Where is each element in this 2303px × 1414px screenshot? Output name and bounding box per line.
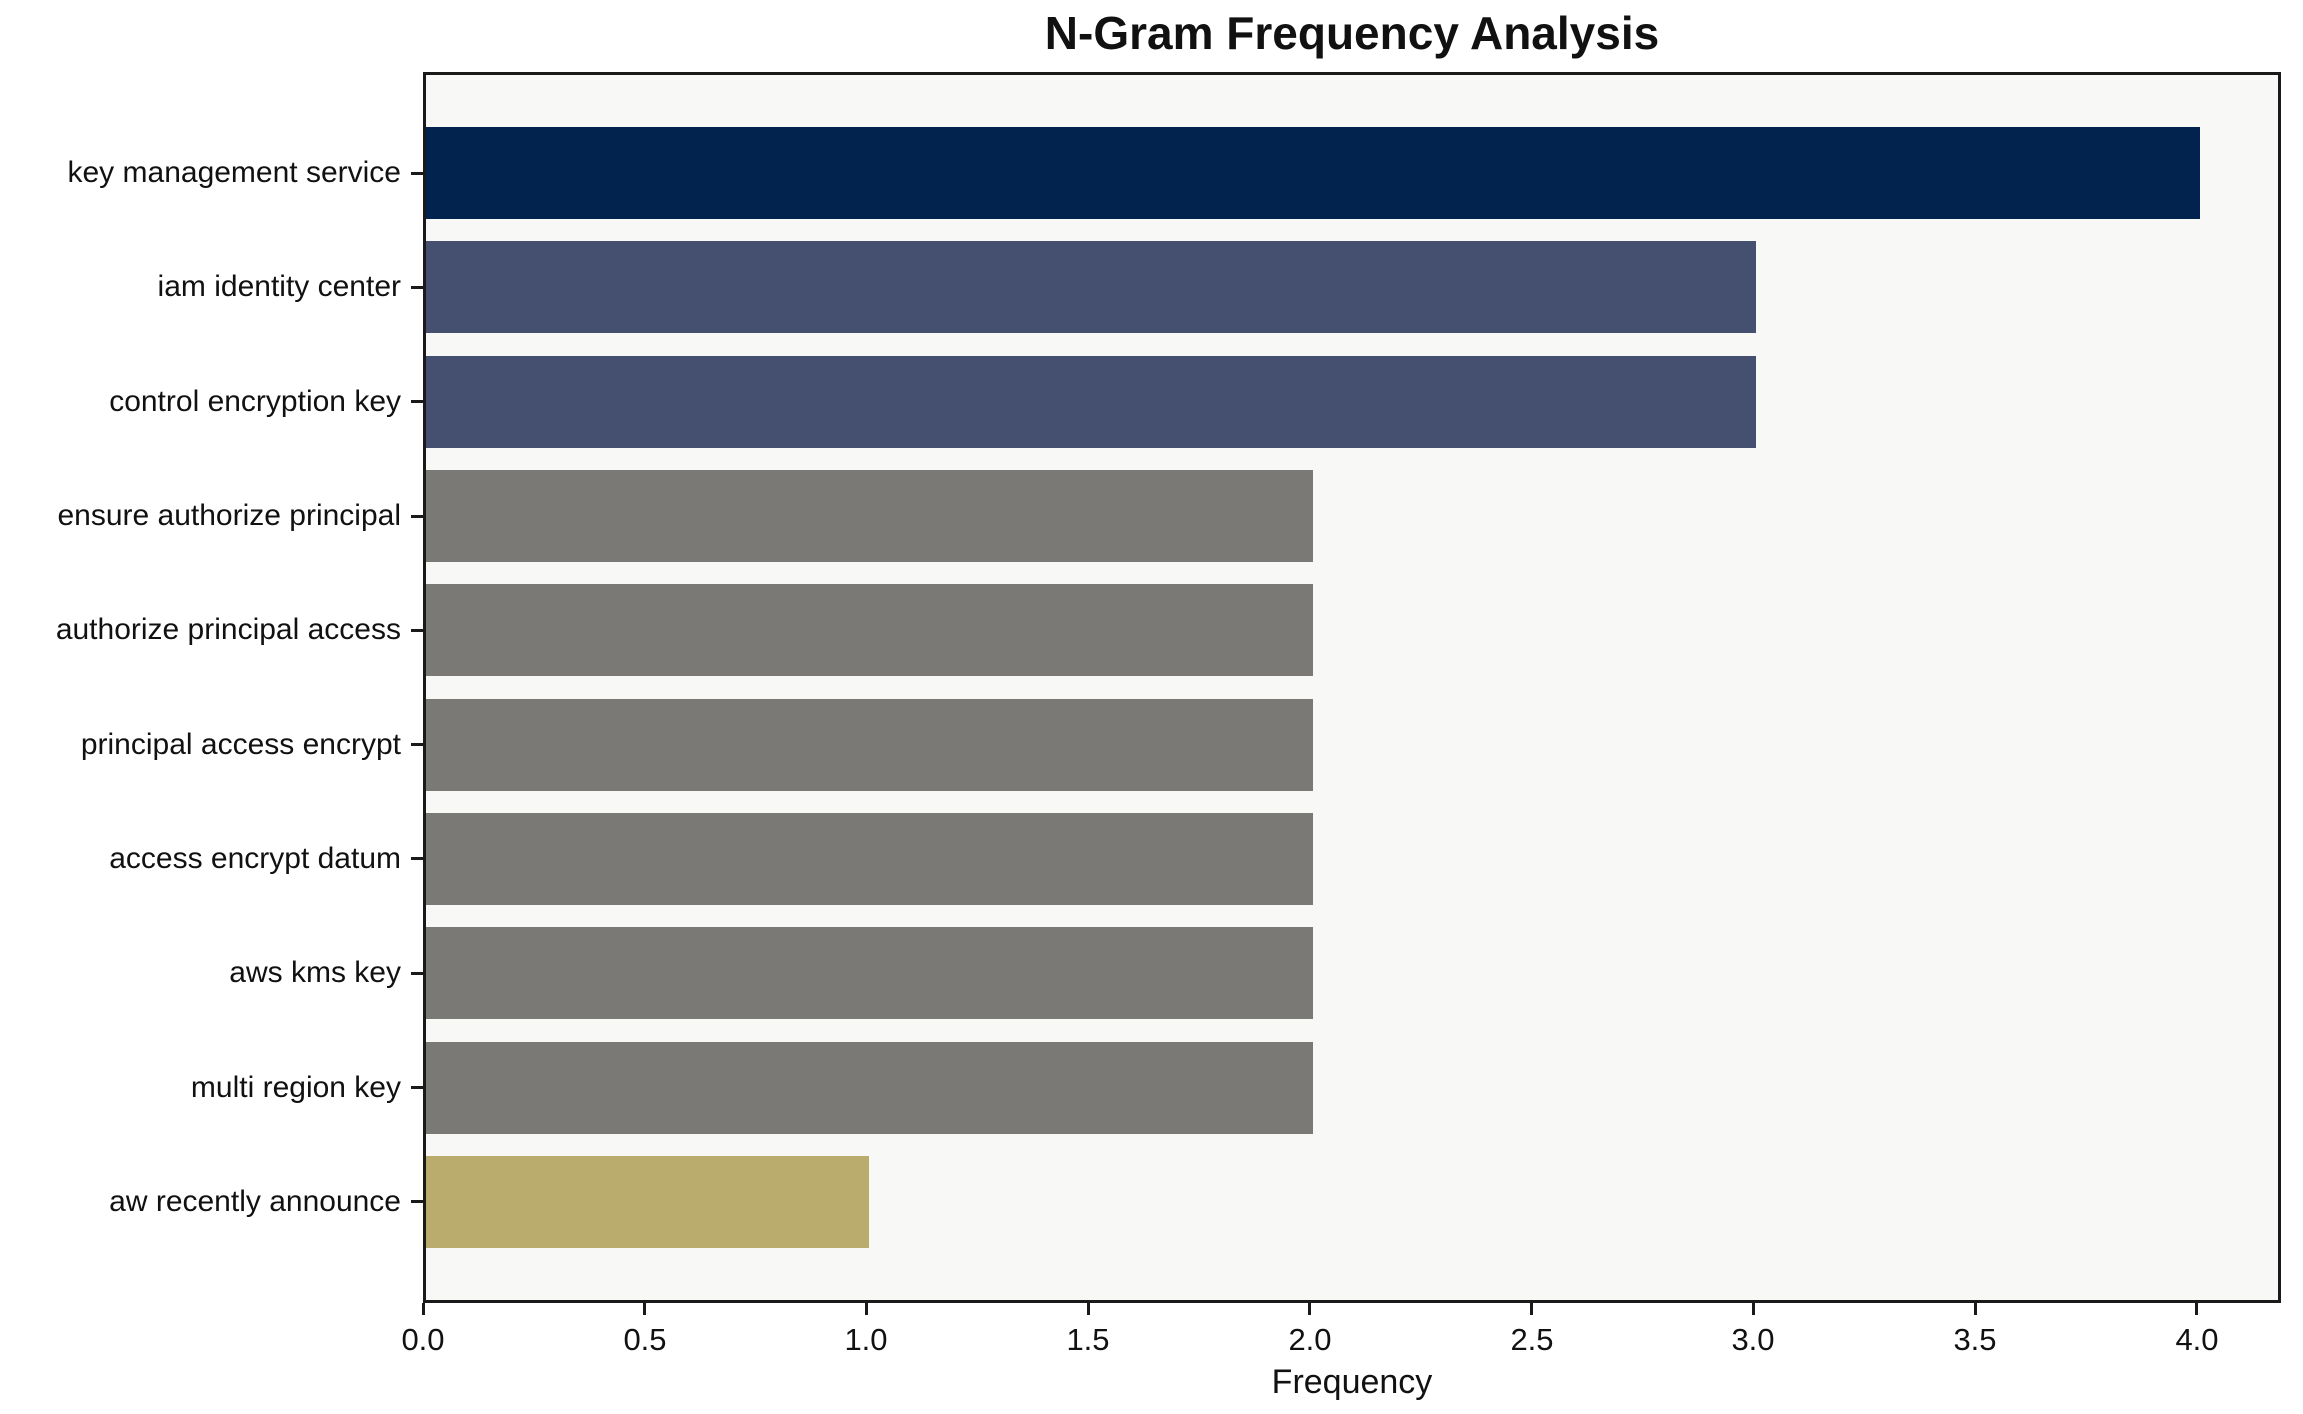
bar — [426, 241, 1756, 334]
x-tick-mark — [865, 1303, 868, 1315]
x-tick-mark — [643, 1303, 646, 1315]
bar — [426, 355, 1756, 448]
y-tick-mark — [411, 743, 423, 746]
x-axis-label: Frequency — [1271, 1363, 1433, 1401]
y-tick-mark — [411, 1086, 423, 1089]
x-tick-label: 1.5 — [1066, 1322, 1110, 1357]
x-tick-label: 1.0 — [844, 1322, 888, 1357]
y-tick-mark — [411, 400, 423, 403]
bar — [426, 1155, 869, 1248]
y-tick-mark — [411, 972, 423, 975]
y-tick-label: authorize principal access — [55, 613, 401, 646]
x-tick-label: 0.0 — [401, 1322, 445, 1357]
x-tick-label: 4.0 — [2175, 1322, 2219, 1357]
x-tick-label: 2.0 — [1288, 1322, 1332, 1357]
y-tick-mark — [411, 286, 423, 289]
y-tick-label: access encrypt datum — [109, 842, 401, 875]
y-tick-label: key management service — [67, 156, 402, 189]
y-tick-mark — [411, 629, 423, 632]
y-tick-label: control encryption key — [109, 385, 401, 418]
bar — [426, 1041, 1313, 1134]
x-tick-mark — [1087, 1303, 1090, 1315]
bar — [426, 812, 1313, 905]
chart-title: N-Gram Frequency Analysis — [1044, 7, 1660, 59]
bar — [426, 927, 1313, 1020]
x-tick-label: 3.0 — [1731, 1322, 1775, 1357]
bar — [426, 584, 1313, 677]
x-tick-mark — [1308, 1303, 1311, 1315]
plot-area — [423, 72, 2281, 1303]
bar — [426, 470, 1313, 563]
y-tick-mark — [411, 857, 423, 860]
x-tick-mark — [1530, 1303, 1533, 1315]
y-tick-mark — [411, 1200, 423, 1203]
x-tick-label: 2.5 — [1510, 1322, 1554, 1357]
x-tick-mark — [422, 1303, 425, 1315]
y-tick-label: multi region key — [190, 1071, 401, 1104]
y-tick-label: ensure authorize principal — [57, 499, 401, 532]
y-tick-mark — [411, 515, 423, 518]
bar — [426, 127, 2200, 220]
y-tick-mark — [411, 172, 423, 175]
y-tick-label: aw recently announce — [109, 1185, 401, 1218]
x-tick-mark — [1974, 1303, 1977, 1315]
x-tick-mark — [2195, 1303, 2198, 1315]
x-tick-label: 0.5 — [623, 1322, 667, 1357]
y-tick-label: aws kms key — [229, 956, 401, 989]
x-tick-mark — [1752, 1303, 1755, 1315]
x-tick-label: 3.5 — [1953, 1322, 1997, 1357]
y-tick-label: principal access encrypt — [80, 728, 401, 761]
bar — [426, 698, 1313, 791]
y-tick-label: iam identity center — [157, 270, 401, 303]
